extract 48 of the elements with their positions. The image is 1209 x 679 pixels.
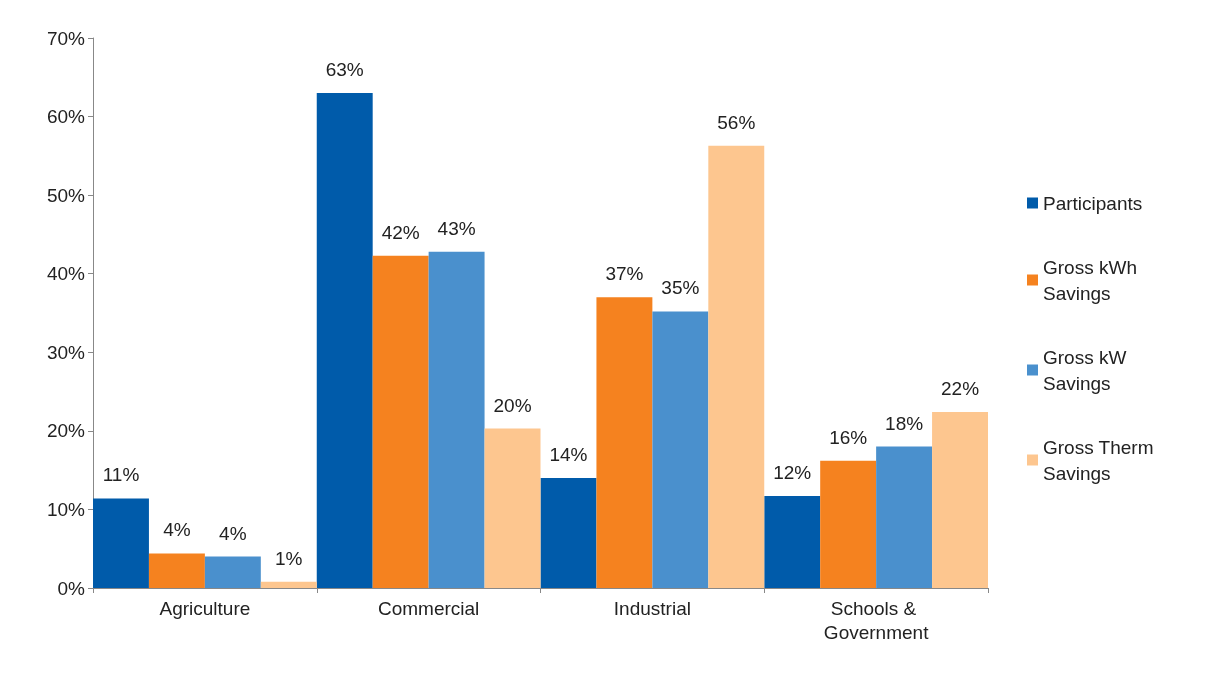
x-tick-label: Industrial [613, 597, 691, 619]
bar [932, 412, 988, 588]
bar [652, 311, 709, 588]
bar [596, 297, 653, 588]
bar [316, 93, 373, 588]
data-label: 37% [605, 263, 644, 285]
legend-label: Gross kWh Savings [1043, 256, 1143, 304]
x-tick-label: Schools & Government [823, 597, 930, 643]
y-tick-label: 60% [46, 106, 86, 128]
y-tick-label: 20% [46, 420, 86, 442]
data-label: 11% [102, 464, 140, 486]
y-tick-label: 10% [46, 498, 86, 520]
data-label: 1% [275, 547, 303, 569]
x-tick-label: Agriculture [159, 597, 251, 619]
bar [876, 446, 933, 588]
legend-label: Gross kW Savings [1043, 346, 1132, 394]
bar [764, 496, 821, 588]
legend-label: Participants [1043, 192, 1143, 214]
data-label: 63% [325, 59, 364, 80]
y-tick-label: 70% [46, 27, 86, 49]
bar [93, 498, 149, 588]
bar [484, 428, 541, 588]
data-label: 35% [661, 277, 700, 299]
data-label: 14% [549, 444, 588, 465]
data-label: 42% [381, 221, 420, 243]
bar [540, 478, 597, 588]
bar [708, 145, 765, 588]
data-label: 12% [773, 462, 812, 484]
bar [148, 553, 205, 588]
bar [428, 251, 485, 588]
bar [372, 255, 429, 588]
bar [204, 556, 261, 588]
y-tick-label: 30% [46, 341, 86, 363]
legend-label: Gross Therm Savings [1043, 436, 1159, 484]
bar [260, 581, 317, 588]
data-label: 22% [941, 378, 980, 399]
data-label: 4% [163, 519, 191, 541]
data-label: 43% [437, 217, 476, 239]
data-label: 16% [829, 426, 868, 448]
data-label: 4% [219, 522, 247, 544]
y-tick-label: 50% [46, 184, 86, 206]
data-label: 56% [717, 111, 756, 133]
bar [820, 460, 877, 588]
y-tick-label: 0% [57, 577, 86, 599]
data-label: 20% [493, 394, 532, 416]
y-tick-label: 40% [46, 263, 86, 285]
data-label: 18% [885, 412, 924, 434]
x-tick-label: Commercial [377, 597, 480, 619]
